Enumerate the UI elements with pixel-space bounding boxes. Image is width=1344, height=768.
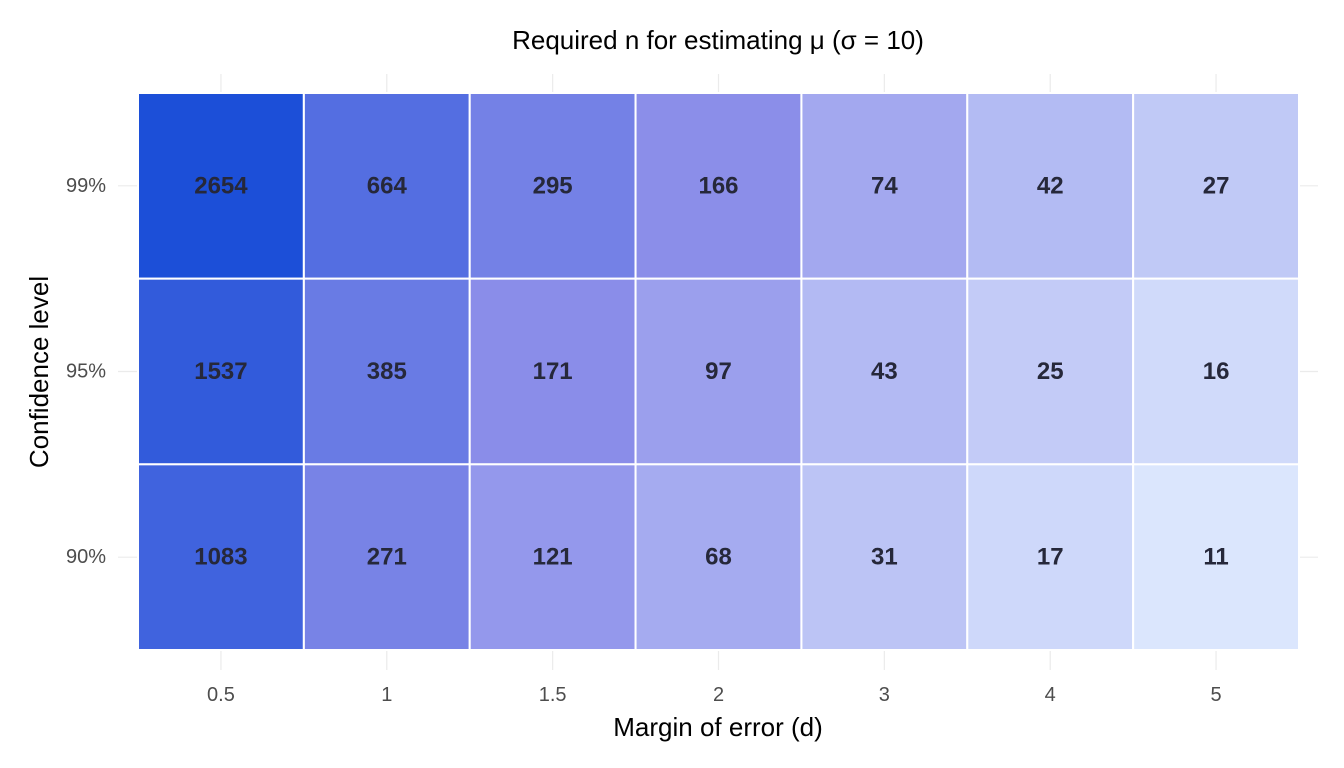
heatmap-cell	[137, 463, 305, 652]
y-tick-label: 95%	[66, 361, 106, 383]
cell-value-label: 68	[705, 544, 732, 571]
cell-value-label: 42	[1037, 172, 1064, 199]
chart-title: Required n for estimating μ (σ = 10)	[512, 25, 924, 55]
x-tick-label: 0.5	[207, 684, 235, 706]
y-tick-label: 99%	[66, 175, 106, 197]
cell-value-label: 17	[1037, 544, 1064, 571]
heatmap-cell	[302, 463, 471, 652]
cell-labels: 2654 664 295 166 74 42 27 1537 385 171 97 43 25 16 108…	[194, 172, 1229, 570]
y-tick-label: 90%	[66, 546, 106, 568]
heatmap-cell	[966, 463, 1135, 652]
heatmap-cell	[634, 92, 803, 280]
heatmap-cell	[966, 277, 1135, 466]
heatmap-cell	[1132, 277, 1300, 466]
cell-value-label: 25	[1037, 358, 1064, 385]
heatmap-cell	[302, 92, 471, 280]
heatmap-cell	[634, 463, 803, 652]
heatmap-cell	[1132, 92, 1300, 280]
cell-value-label: 121	[533, 544, 573, 571]
heatmap-cell	[800, 277, 969, 466]
cell-value-label: 97	[705, 358, 732, 385]
x-tick-label: 4	[1045, 684, 1056, 706]
x-tick-label: 1	[381, 684, 392, 706]
cell-value-label: 1537	[194, 358, 247, 385]
heatmap-cell	[800, 463, 969, 652]
y-axis-title: Confidence level	[24, 276, 54, 468]
cell-value-label: 27	[1203, 172, 1230, 199]
heatmap-cell	[468, 463, 637, 652]
cell-value-label: 43	[871, 358, 898, 385]
cell-value-label: 74	[871, 172, 898, 199]
heatmap-cell	[966, 92, 1135, 280]
cell-value-label: 2654	[194, 172, 248, 199]
heatmap-cell	[468, 277, 637, 466]
cell-value-label: 16	[1203, 358, 1230, 385]
cell-value-label: 1083	[194, 544, 247, 571]
cell-value-label: 31	[871, 544, 898, 571]
cell-value-label: 171	[533, 358, 573, 385]
cell-value-label: 664	[367, 172, 408, 199]
y-axis-ticks: 99% 95% 90%	[66, 175, 106, 568]
cell-value-label: 11	[1203, 544, 1228, 571]
cell-value-label: 271	[367, 544, 407, 571]
heatmap-cell	[800, 92, 969, 280]
heatmap-cell	[1132, 463, 1300, 652]
heatmap-cell	[137, 277, 305, 466]
x-axis-title: Margin of error (d)	[613, 712, 823, 742]
x-tick-label: 3	[879, 684, 890, 706]
cell-value-label: 385	[367, 358, 407, 385]
cell-value-label: 295	[533, 172, 573, 199]
heatmap-cell	[634, 277, 803, 466]
x-tick-label: 5	[1211, 684, 1222, 706]
x-tick-label: 2	[713, 684, 724, 706]
heatmap-cell	[302, 277, 471, 466]
cell-value-label: 166	[698, 172, 738, 199]
x-tick-label: 1.5	[539, 684, 567, 706]
x-axis-ticks: 0.5 1 1.5 2 3 4 5	[207, 684, 1222, 706]
heatmap-cells	[137, 92, 1300, 652]
